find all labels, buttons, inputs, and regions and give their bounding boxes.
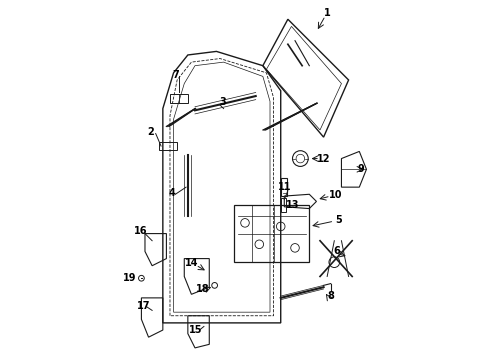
- Text: 19: 19: [123, 273, 137, 283]
- Text: 6: 6: [333, 247, 340, 256]
- Text: 10: 10: [329, 190, 343, 201]
- Text: 17: 17: [136, 301, 150, 311]
- Text: 13: 13: [286, 200, 299, 210]
- Text: 2: 2: [147, 127, 154, 137]
- Text: 7: 7: [172, 69, 179, 80]
- Text: 9: 9: [358, 164, 365, 174]
- Text: 15: 15: [189, 325, 202, 335]
- Text: 11: 11: [277, 182, 291, 192]
- Text: 3: 3: [219, 98, 226, 108]
- Text: 1: 1: [324, 8, 331, 18]
- Text: 18: 18: [196, 284, 210, 294]
- Circle shape: [329, 257, 340, 267]
- Text: 12: 12: [317, 154, 330, 163]
- Text: 4: 4: [169, 188, 175, 198]
- Text: 16: 16: [134, 226, 147, 236]
- Text: 5: 5: [336, 215, 343, 225]
- Text: 8: 8: [327, 291, 334, 301]
- Text: 14: 14: [185, 258, 199, 268]
